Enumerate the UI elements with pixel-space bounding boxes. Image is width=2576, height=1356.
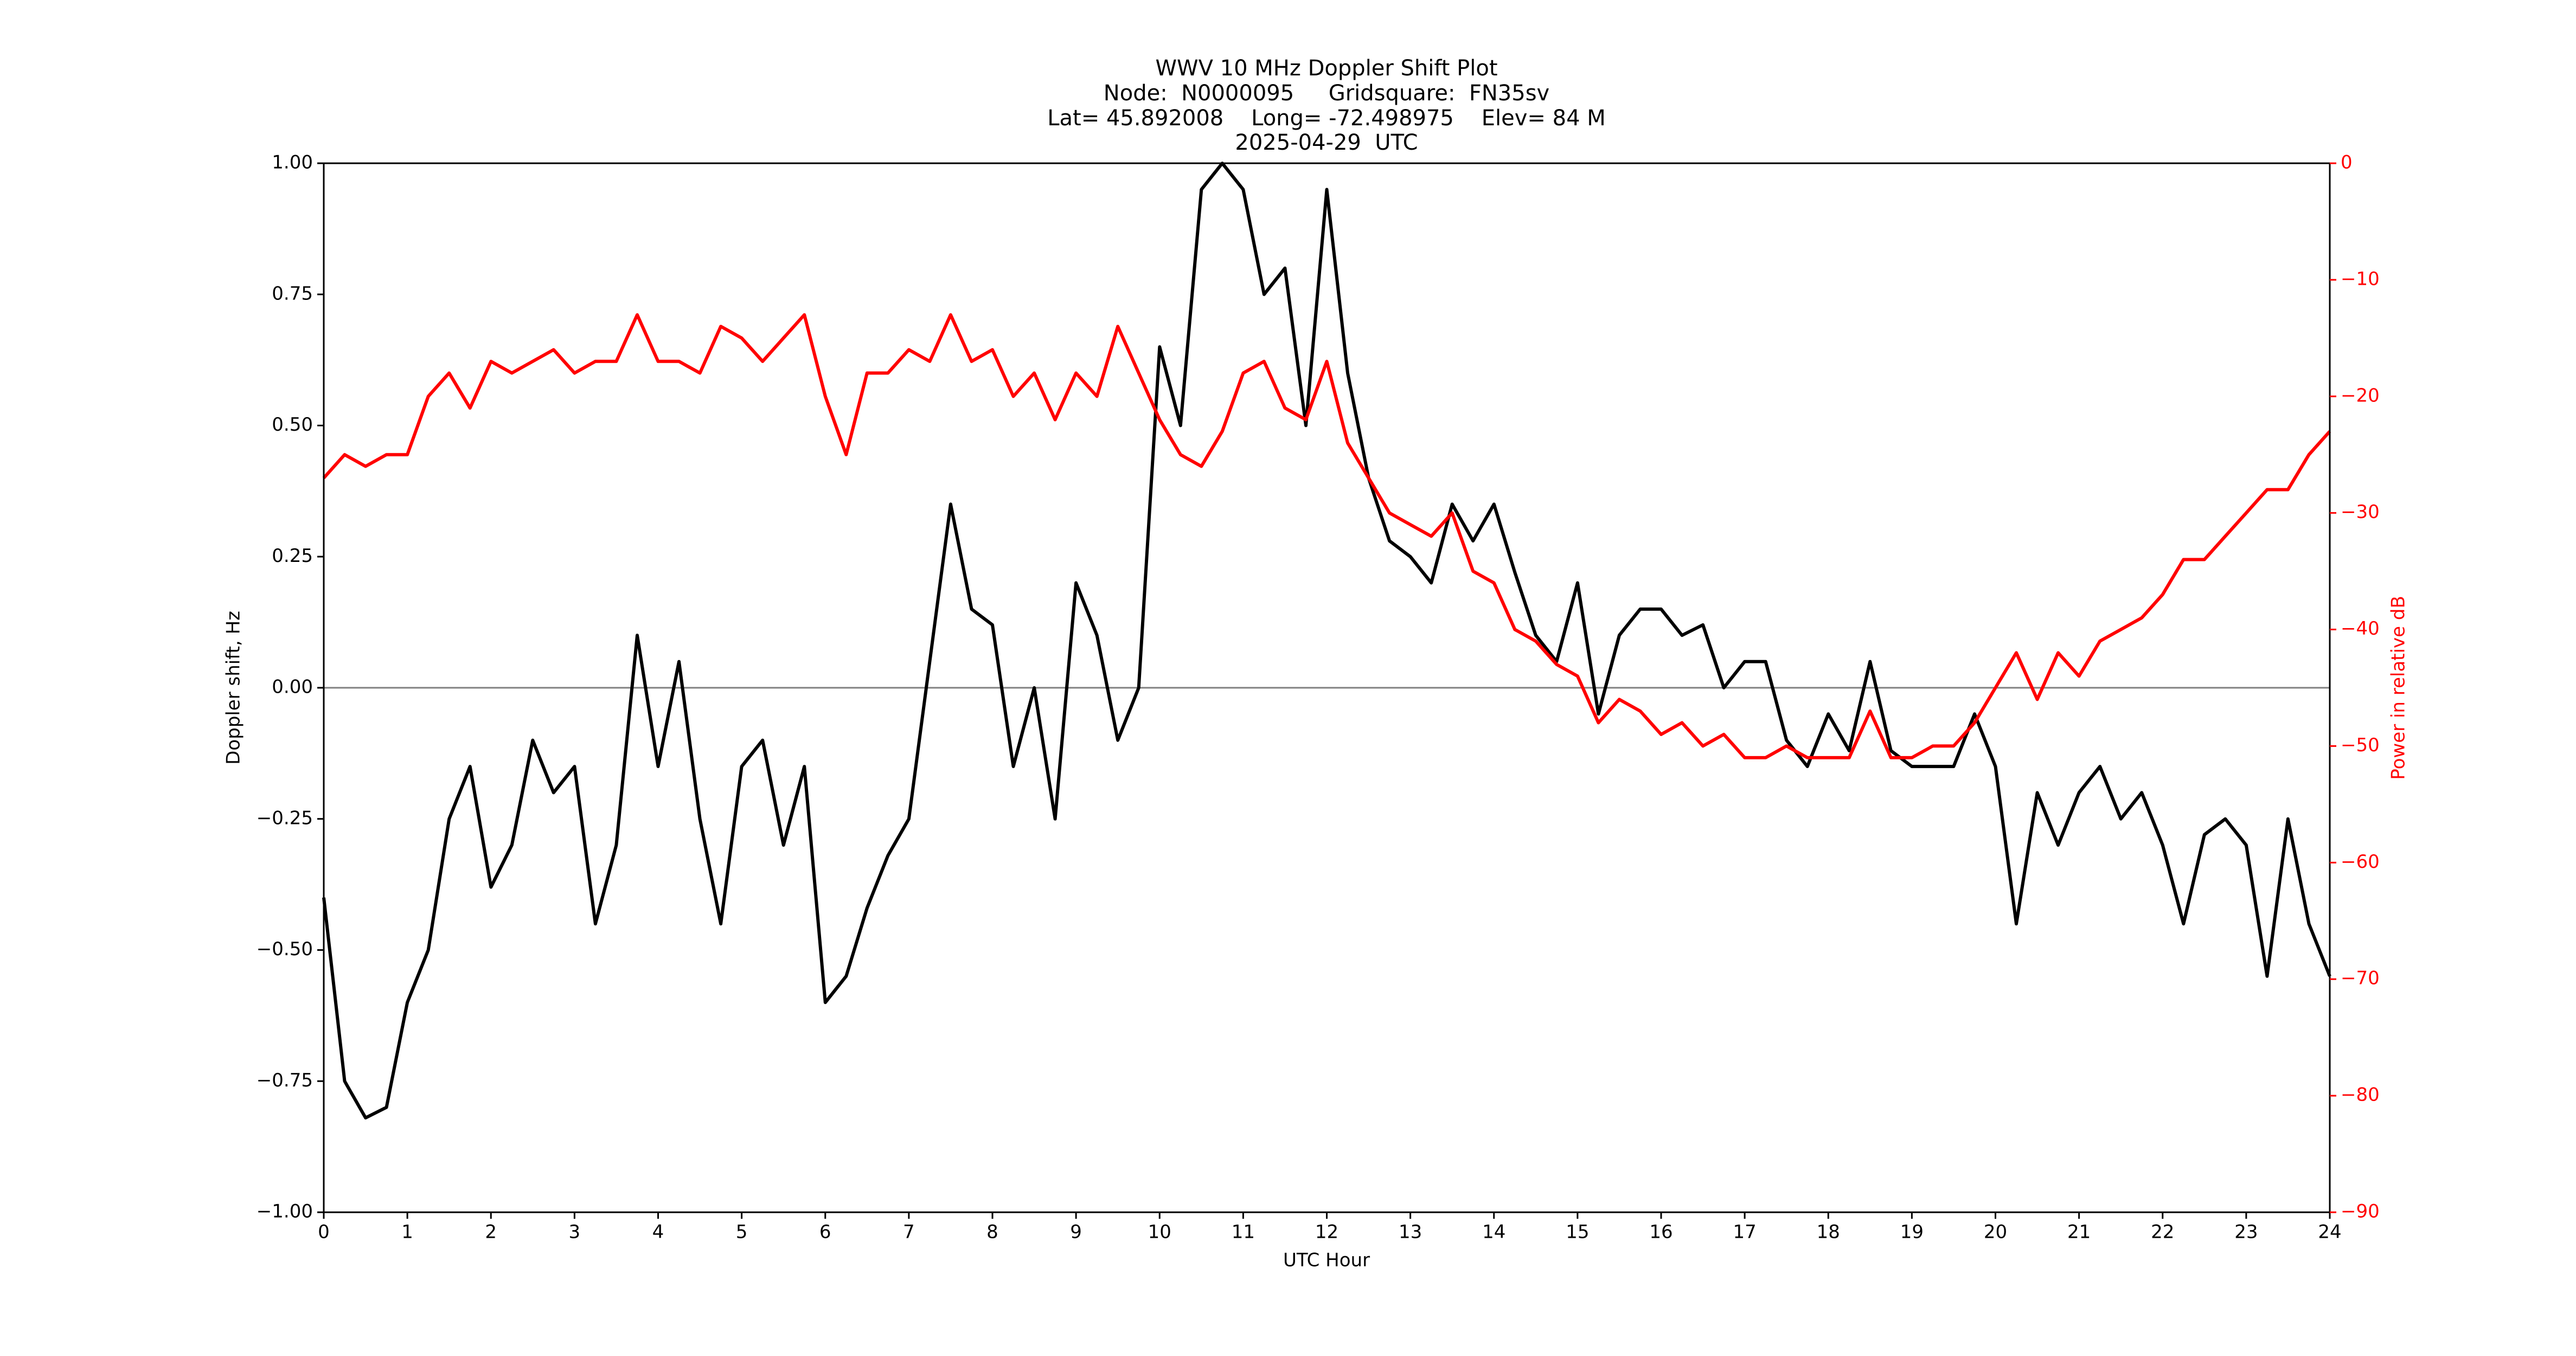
series-line bbox=[322, 162, 2331, 1120]
y-tick-label: −0.50 bbox=[257, 938, 313, 960]
x-tick-label: 2 bbox=[485, 1221, 497, 1243]
y2-tick-label: −80 bbox=[2341, 1084, 2380, 1106]
y2-tick-label: 0 bbox=[2341, 152, 2353, 174]
x-tick-label: 10 bbox=[1148, 1221, 1171, 1243]
x-tick-label: 3 bbox=[569, 1221, 581, 1243]
y-tick-label: −1.00 bbox=[257, 1201, 313, 1223]
x-tick-label: 23 bbox=[2234, 1221, 2258, 1243]
x-tick-label: 5 bbox=[736, 1221, 748, 1243]
y-tick-label: 1.00 bbox=[272, 152, 313, 174]
y-axis-label: Doppler shift, Hz bbox=[223, 611, 245, 765]
x-tick-label: 0 bbox=[318, 1221, 330, 1243]
x-tick-label: 1 bbox=[401, 1221, 413, 1243]
chart-subtitle: Node: N0000095 Gridsquare: FN35sv bbox=[1104, 81, 1549, 106]
y-tick-label: 0.25 bbox=[272, 545, 313, 567]
y2-axis-label: Power in relative dB bbox=[2388, 596, 2410, 779]
y-tick-label: 0.75 bbox=[272, 283, 313, 304]
chart-subtitle: Lat= 45.892008 Long= -72.498975 Elev= 84… bbox=[1047, 106, 1606, 131]
x-tick-label: 22 bbox=[2151, 1221, 2174, 1243]
x-tick-label: 6 bbox=[819, 1221, 831, 1243]
x-tick-label: 21 bbox=[2067, 1221, 2091, 1243]
x-tick-label: 9 bbox=[1070, 1221, 1082, 1243]
x-tick-label: 8 bbox=[986, 1221, 998, 1243]
y-tick-label: −0.75 bbox=[257, 1070, 313, 1091]
chart-title: WWV 10 MHz Doppler Shift Plot bbox=[1155, 56, 1497, 81]
x-tick-label: 16 bbox=[1649, 1221, 1673, 1243]
y2-tick-label: −30 bbox=[2341, 501, 2380, 523]
y-tick-label: −0.25 bbox=[257, 807, 313, 829]
x-tick-label: 20 bbox=[1984, 1221, 2007, 1243]
chart-subtitle: 2025-04-29 UTC bbox=[1235, 130, 1418, 155]
y2-tick-label: −10 bbox=[2341, 268, 2380, 290]
x-tick-label: 17 bbox=[1733, 1221, 1756, 1243]
y2-tick-label: −50 bbox=[2341, 734, 2380, 756]
x-tick-label: 13 bbox=[1399, 1221, 1422, 1243]
x-tick-label: 12 bbox=[1315, 1221, 1338, 1243]
x-tick-label: 18 bbox=[1817, 1221, 1840, 1243]
y2-tick-label: −90 bbox=[2341, 1201, 2380, 1223]
y-tick-label: 0.50 bbox=[272, 414, 313, 436]
x-tick-label: 24 bbox=[2318, 1221, 2341, 1243]
y2-tick-label: −20 bbox=[2341, 385, 2380, 406]
y2-tick-label: −40 bbox=[2341, 618, 2380, 639]
x-tick-label: 19 bbox=[1900, 1221, 1924, 1243]
series-line bbox=[322, 313, 2331, 759]
x-tick-label: 15 bbox=[1566, 1221, 1589, 1243]
x-tick-label: 14 bbox=[1482, 1221, 1505, 1243]
x-axis-label: UTC Hour bbox=[1283, 1250, 1370, 1271]
x-tick-label: 4 bbox=[652, 1221, 664, 1243]
y2-tick-label: −70 bbox=[2341, 968, 2380, 989]
x-tick-label: 7 bbox=[903, 1221, 915, 1243]
y-tick-label: 0.00 bbox=[272, 676, 313, 698]
y2-tick-label: −60 bbox=[2341, 851, 2380, 873]
x-tick-label: 11 bbox=[1232, 1221, 1255, 1243]
